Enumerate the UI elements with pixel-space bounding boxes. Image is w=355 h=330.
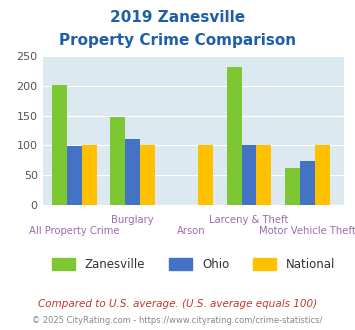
- Bar: [140, 145, 155, 205]
- Text: Property Crime Comparison: Property Crime Comparison: [59, 33, 296, 48]
- Bar: [125, 139, 140, 205]
- Text: © 2025 CityRating.com - https://www.cityrating.com/crime-statistics/: © 2025 CityRating.com - https://www.city…: [32, 316, 323, 325]
- Text: Motor Vehicle Theft: Motor Vehicle Theft: [259, 226, 355, 236]
- Text: All Property Crime: All Property Crime: [29, 226, 120, 236]
- Bar: [315, 145, 329, 205]
- Text: Arson: Arson: [176, 226, 205, 236]
- Bar: [110, 117, 125, 205]
- Bar: [52, 84, 67, 205]
- Text: Burglary: Burglary: [111, 215, 154, 225]
- Bar: [300, 161, 315, 205]
- Bar: [256, 145, 271, 205]
- Bar: [198, 145, 213, 205]
- Text: 2019 Zanesville: 2019 Zanesville: [110, 10, 245, 25]
- Bar: [82, 145, 97, 205]
- Bar: [242, 145, 256, 205]
- Bar: [285, 168, 300, 205]
- Text: Larceny & Theft: Larceny & Theft: [209, 215, 289, 225]
- Bar: [67, 147, 82, 205]
- Bar: [227, 67, 242, 205]
- Legend: Zanesville, Ohio, National: Zanesville, Ohio, National: [47, 253, 340, 276]
- Text: Compared to U.S. average. (U.S. average equals 100): Compared to U.S. average. (U.S. average …: [38, 299, 317, 309]
